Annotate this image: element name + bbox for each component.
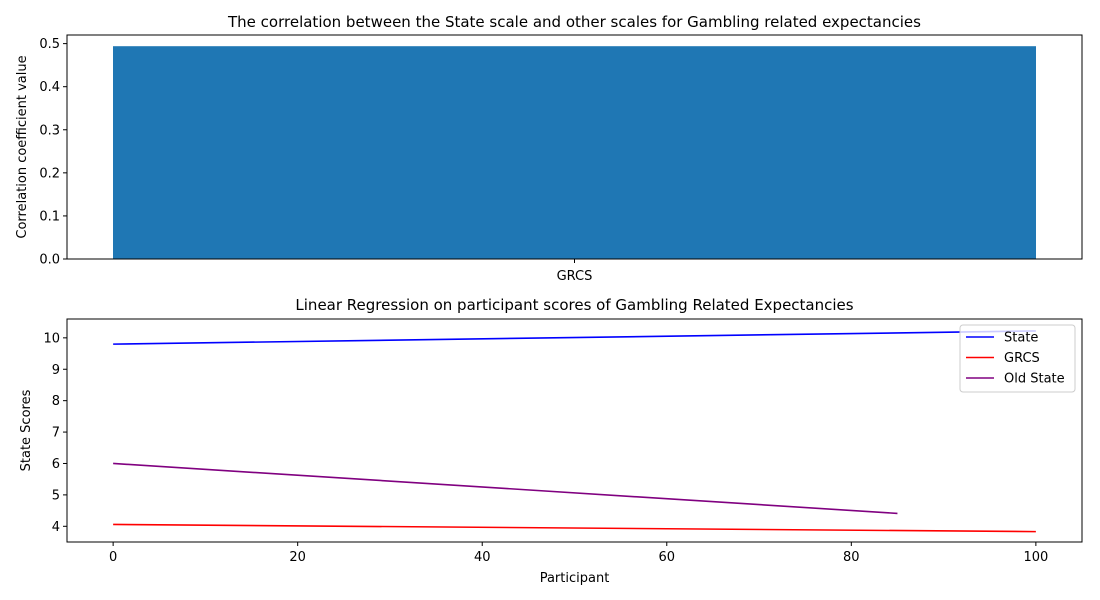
bar-grcs (113, 46, 1036, 260)
y-tick-label: 0.2 (39, 166, 60, 181)
x-tick-label: 0 (109, 550, 117, 565)
y-tick-label: 0.0 (39, 253, 60, 268)
x-tick-label: 100 (1023, 550, 1048, 565)
line-chart-plot-area: 0 20 40 60 80 100 4 5 6 7 8 9 10 (43, 318, 1083, 565)
bar-chart-y-axis-label: Correlation coefficient value (15, 55, 30, 238)
bar-chart-title: The correlation between the State scale … (227, 13, 921, 31)
bar-chart-plot-area: GRCS 0.0 0.1 0.2 0.3 0.4 0.5 (39, 34, 1083, 284)
legend-entry: GRCS (1004, 351, 1040, 366)
y-tick-label: 0.3 (39, 123, 60, 138)
line-chart-x-axis-label: Participant (540, 571, 610, 586)
x-tick-label: 40 (474, 550, 491, 565)
x-tick-label: GRCS (557, 269, 593, 284)
line-chart-title: Linear Regression on participant scores … (295, 296, 853, 314)
y-tick-label: 9 (52, 363, 60, 378)
x-tick-label: 20 (289, 550, 306, 565)
legend-entry: State (1004, 331, 1038, 346)
series-line-old-state (113, 462, 898, 515)
series-line-state (113, 330, 1036, 345)
x-tick-label: 80 (843, 550, 860, 565)
y-tick-label: 5 (52, 488, 60, 503)
y-tick-label: 4 (52, 520, 60, 535)
y-tick-label: 8 (52, 394, 60, 409)
y-tick-label: 7 (52, 426, 60, 441)
line-chart: Linear Regression on participant scores … (19, 296, 1083, 586)
y-tick-label: 0.4 (39, 80, 60, 95)
y-tick-label: 0.1 (39, 209, 60, 224)
y-tick-label: 0.5 (39, 37, 60, 52)
line-chart-legend: State GRCS Old State (959, 324, 1076, 393)
series-line-grcs (113, 523, 1036, 533)
bar-chart: The correlation between the State scale … (15, 13, 1083, 284)
line-chart-axes-frame (66, 318, 1083, 543)
x-tick-label: 60 (658, 550, 675, 565)
legend-entry: Old State (1004, 372, 1065, 387)
y-tick-label: 6 (52, 457, 60, 472)
line-chart-y-axis-label: State Scores (19, 389, 34, 471)
y-tick-label: 10 (43, 331, 60, 346)
legend-box (959, 324, 1076, 393)
bar-chart-axes-frame (66, 34, 1083, 260)
